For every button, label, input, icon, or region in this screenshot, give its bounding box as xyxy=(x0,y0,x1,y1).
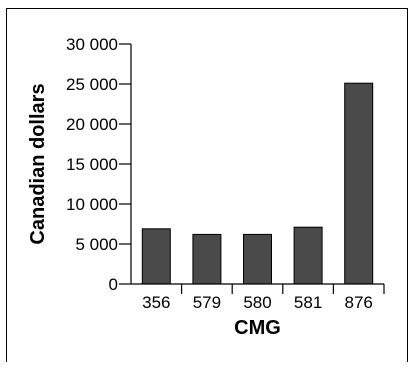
x-axis-title: CMG xyxy=(234,317,281,339)
y-tick-label: 25 000 xyxy=(66,75,118,94)
x-tick-label: 580 xyxy=(243,293,271,312)
y-tick-label: 30 000 xyxy=(66,35,118,54)
y-tick-label: 10 000 xyxy=(66,195,118,214)
x-ticks: 356 579 580 581 876 xyxy=(142,284,385,312)
y-ticks: 0 5 000 10 000 15 000 20 000 25 000 30 000 xyxy=(66,35,131,294)
y-axis-title: Canadian dollars xyxy=(27,83,49,244)
bar-579 xyxy=(192,233,222,285)
x-tick-label: 876 xyxy=(345,293,373,312)
bar-580 xyxy=(243,233,272,285)
y-tick-label: 5 000 xyxy=(75,235,118,254)
x-tick-label: 356 xyxy=(142,293,170,312)
chart-frame xyxy=(6,8,408,362)
y-tick-label: 0 xyxy=(109,275,118,294)
bars-group xyxy=(141,82,374,285)
bar-876 xyxy=(344,82,374,285)
x-tick-label: 581 xyxy=(294,293,322,312)
bar-356 xyxy=(141,228,171,285)
y-tick-label: 20 000 xyxy=(66,115,118,134)
y-tick-label: 15 000 xyxy=(66,155,118,174)
x-tick-label: 579 xyxy=(193,293,221,312)
bar-581 xyxy=(293,226,323,285)
